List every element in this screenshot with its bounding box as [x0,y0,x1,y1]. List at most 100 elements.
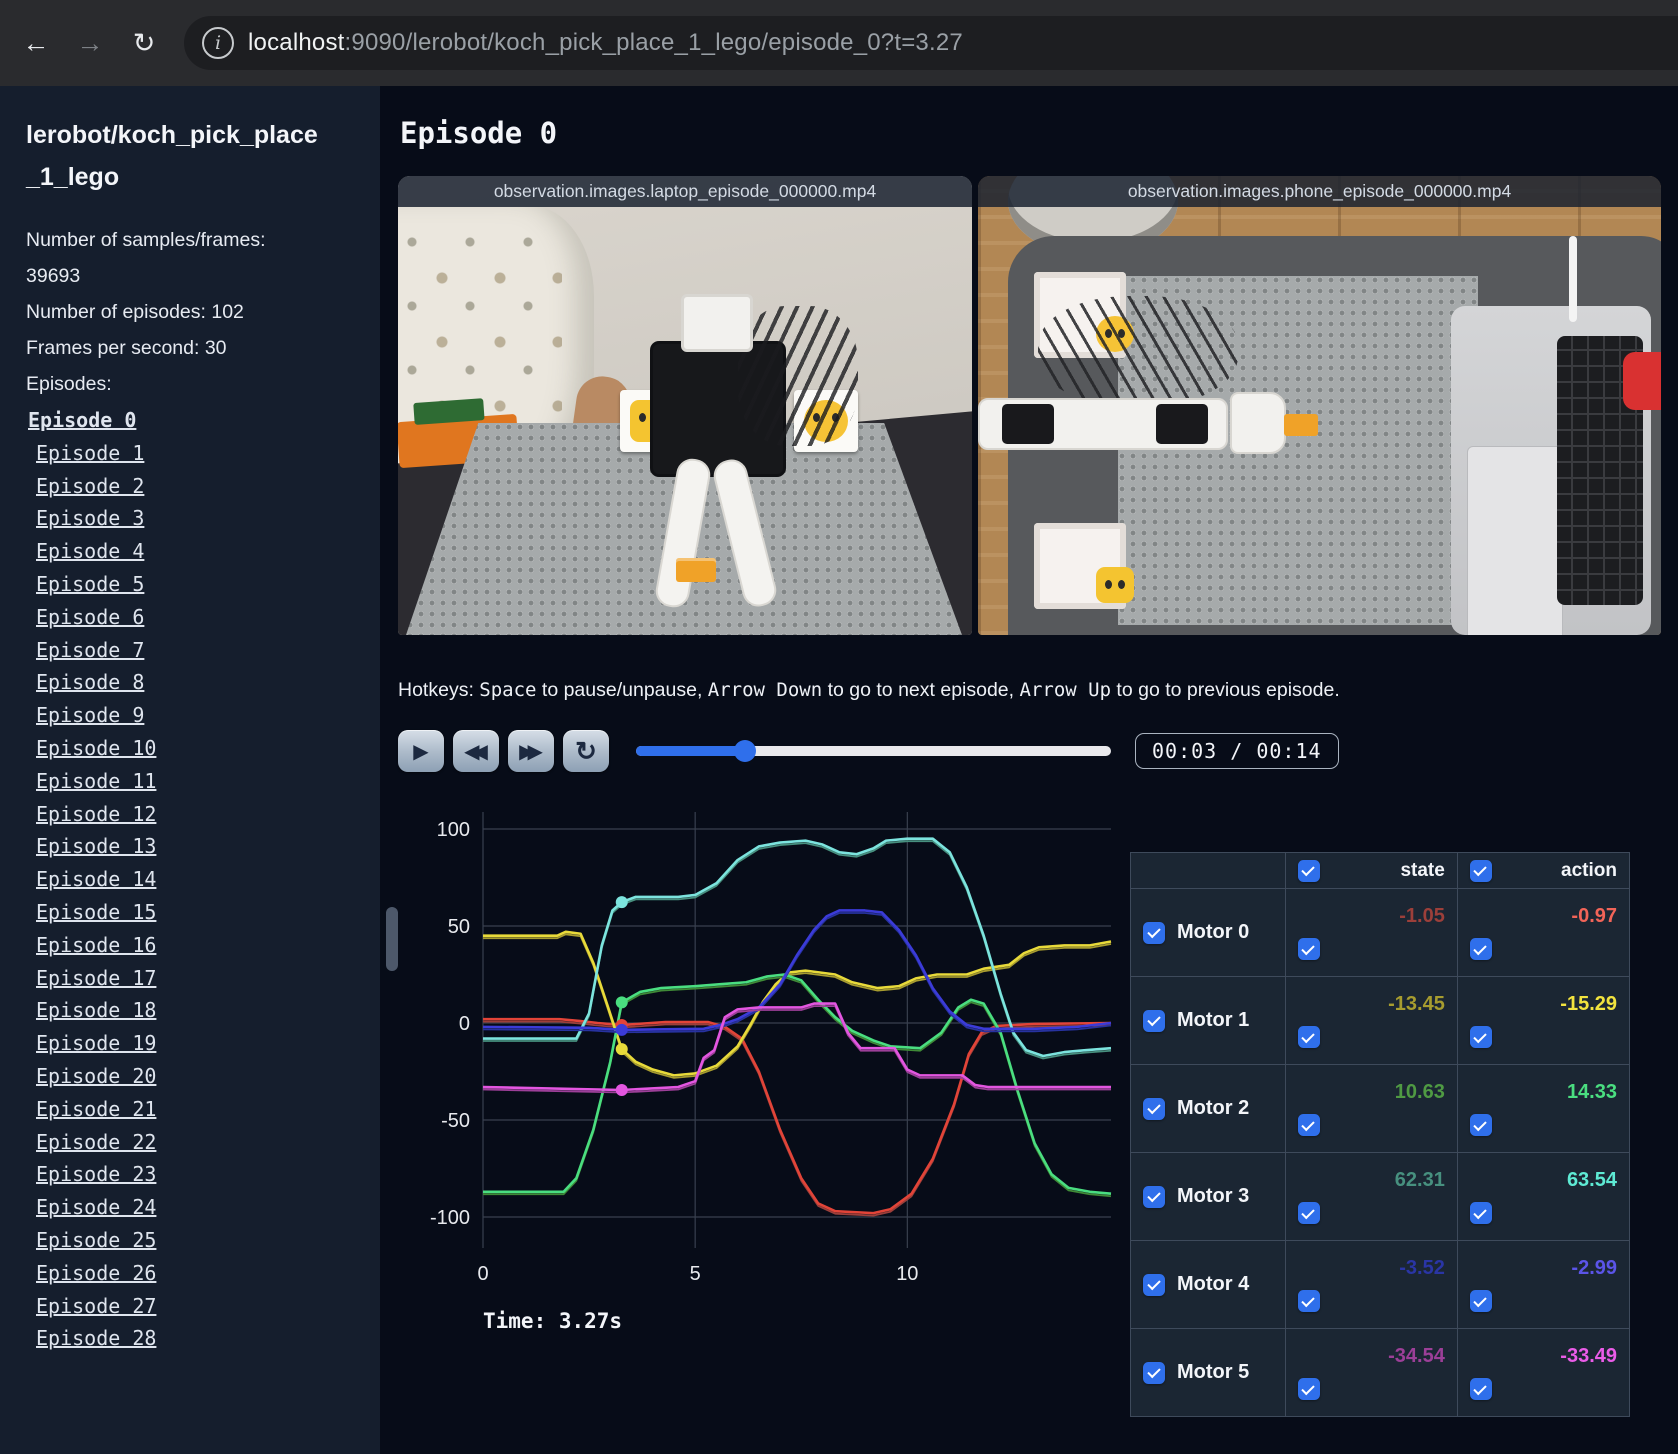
episode-link-episode-20[interactable]: Episode 20 [36,1063,157,1088]
bottom-section: 100 50 0 -50 -100 0 5 10 Time: 3.27s state [398,796,1678,1417]
episode-link-episode-22[interactable]: Episode 22 [36,1129,157,1154]
fast-forward-button[interactable]: ▶▶ [508,730,554,772]
action-value: -33.49 [1560,1345,1617,1367]
robot-camera-mount [681,294,753,352]
episode-link-episode-23[interactable]: Episode 23 [36,1162,157,1187]
motor-1-checkbox[interactable] [1143,1009,1165,1032]
motor-table: state action Motor 0 -1.05 -0.97 Motor 1 -13… [1130,852,1631,1417]
motor-4-action-checkbox[interactable] [1469,1290,1492,1312]
episode-link-episode-21[interactable]: Episode 21 [36,1096,157,1121]
forward-icon[interactable]: → [76,27,104,58]
site-info-icon[interactable]: i [202,27,234,59]
motor-4-state-checkbox[interactable] [1297,1290,1320,1312]
motor-row-5: Motor 5 -34.54 -33.49 [1130,1328,1631,1417]
episode-link-episode-24[interactable]: Episode 24 [36,1195,157,1220]
page-title: Episode 0 [400,116,558,150]
video-title: observation.images.phone_episode_000000.… [978,176,1661,207]
motor-0-state-checkbox[interactable] [1297,938,1320,960]
main-content: Episode 0 [380,86,1678,1454]
video-laptop-cam[interactable]: observation.images.laptop_episode_000000… [398,176,972,635]
motor-2-action-checkbox[interactable] [1469,1114,1492,1136]
episode-link-episode-25[interactable]: Episode 25 [36,1227,157,1252]
usb-cable [1569,236,1577,322]
motor-name-cell: Motor 5 [1130,1328,1286,1417]
episode-link-episode-16[interactable]: Episode 16 [36,932,157,957]
motor-chart-canvas: 100 50 0 -50 -100 0 5 10 [430,812,1112,1285]
motor-3-state-checkbox[interactable] [1297,1202,1320,1224]
motor-0-action-checkbox[interactable] [1469,938,1492,960]
episode-link-episode-5[interactable]: Episode 5 [36,571,145,596]
motor-5-state-checkbox[interactable] [1297,1378,1320,1400]
motor-5-action-checkbox[interactable] [1469,1378,1492,1400]
motor-name-cell: Motor 3 [1130,1152,1286,1241]
seek-thumb[interactable] [734,740,757,762]
episode-link-episode-4[interactable]: Episode 4 [36,539,145,564]
episode-link-episode-9[interactable]: Episode 9 [36,703,145,728]
episode-link-episode-26[interactable]: Episode 26 [36,1260,157,1285]
action-value: 14.33 [1566,1081,1617,1103]
svg-text:100: 100 [437,819,470,841]
motor-3-action-checkbox[interactable] [1469,1202,1492,1224]
motor-5-checkbox[interactable] [1143,1361,1165,1384]
svg-text:10: 10 [896,1263,918,1285]
episode-link-episode-1[interactable]: Episode 1 [36,440,145,465]
table-header-row: state action [1130,852,1631,889]
robot-cables [738,306,858,446]
episode-link-episode-18[interactable]: Episode 18 [36,998,157,1023]
episode-link-episode-0[interactable]: Episode 0 [28,408,137,432]
episode-link-episode-28[interactable]: Episode 28 [36,1326,157,1351]
motor-1-action-checkbox[interactable] [1469,1026,1492,1048]
seek-slider[interactable] [636,730,1111,772]
action-column-checkbox[interactable] [1469,859,1492,882]
episode-link-episode-27[interactable]: Episode 27 [36,1293,157,1318]
motor-row-4: Motor 4 -3.52 -2.99 [1130,1240,1631,1329]
back-icon[interactable]: ← [22,27,50,58]
reload-icon[interactable]: ↻ [132,27,156,58]
episode-link-episode-2[interactable]: Episode 2 [36,473,145,498]
motor-1-state-checkbox[interactable] [1297,1026,1320,1048]
episode-link-episode-13[interactable]: Episode 13 [36,834,157,859]
episode-link-episode-3[interactable]: Episode 3 [36,506,145,531]
panda-sticker [1096,567,1134,603]
motor-action-cell: 14.33 [1456,1064,1631,1153]
episode-link-episode-19[interactable]: Episode 19 [36,1031,157,1056]
rewind-button[interactable]: ◀◀ [453,730,499,772]
orange-lego-brick [676,558,716,582]
chart-time-label: Time: 3.27s [483,1309,623,1333]
motor-3-checkbox[interactable] [1143,1185,1165,1208]
play-button[interactable]: ▶ [398,730,444,772]
motor-label: Motor 3 [1177,1185,1250,1207]
emoji-box [1034,523,1134,609]
url-bar[interactable]: i localhost:9090/lerobot/koch_pick_place… [184,16,1678,70]
state-value: -34.54 [1388,1345,1445,1367]
red-object [1623,352,1661,410]
motor-2-state-checkbox[interactable] [1297,1114,1320,1136]
hotkey-text: to pause/unpause, [536,679,708,701]
video-phone-cam[interactable]: observation.images.phone_episode_000000.… [978,176,1661,635]
laptop [1451,306,1651,635]
motor-4-checkbox[interactable] [1143,1273,1165,1296]
seek-track[interactable] [636,746,1111,756]
episode-link-episode-12[interactable]: Episode 12 [36,801,157,826]
episode-link-episode-11[interactable]: Episode 11 [36,768,157,793]
robot-joint [1002,404,1054,444]
episode-link-episode-14[interactable]: Episode 14 [36,867,157,892]
episode-link-episode-10[interactable]: Episode 10 [36,735,157,760]
loop-button[interactable]: ↻ [563,730,609,772]
episode-link-episode-15[interactable]: Episode 15 [36,899,157,924]
phone-cam-frame [978,176,1661,635]
state-column-checkbox[interactable] [1297,859,1320,882]
motor-state-cell: -13.45 [1284,976,1458,1065]
header-action-cell: action [1456,852,1631,889]
episode-link-episode-8[interactable]: Episode 8 [36,670,145,695]
motor-0-checkbox[interactable] [1143,921,1165,944]
episode-link-episode-6[interactable]: Episode 6 [36,604,145,629]
video-title: observation.images.laptop_episode_000000… [398,176,972,207]
url-text[interactable]: localhost:9090/lerobot/koch_pick_place_1… [248,29,963,57]
state-value: -13.45 [1388,993,1445,1015]
motor-2-checkbox[interactable] [1143,1097,1165,1120]
episode-link-episode-7[interactable]: Episode 7 [36,637,145,662]
episode-link-episode-17[interactable]: Episode 17 [36,965,157,990]
state-value: -3.52 [1399,1257,1445,1279]
scrollbar-thumb[interactable] [386,907,398,971]
